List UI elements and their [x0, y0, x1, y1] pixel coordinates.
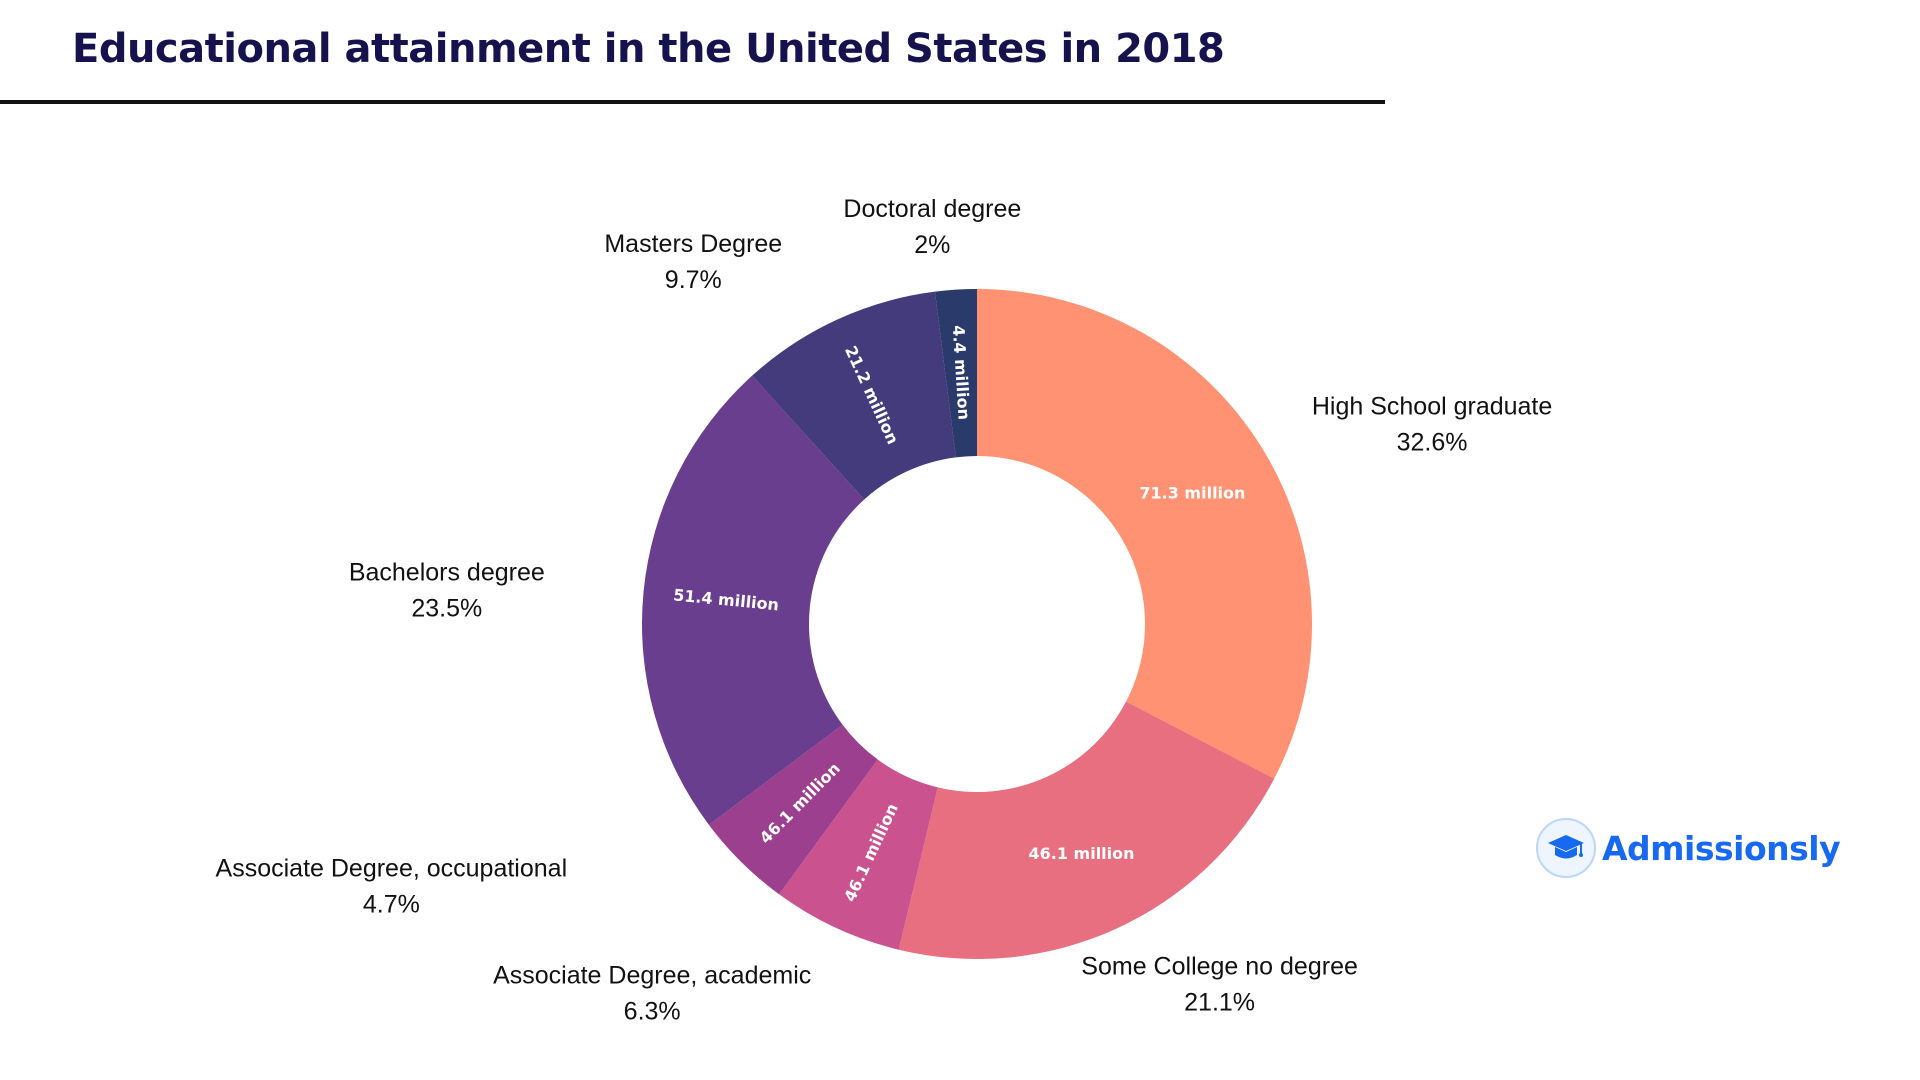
- slice-associate-degree-occupational: [708, 724, 878, 895]
- slice-associate-degree-academic: [779, 759, 938, 950]
- percent-label-high-school-graduate: 32.6%: [1397, 429, 1468, 457]
- slice-bachelors-degree: [642, 375, 865, 825]
- brand-name: Admissionsly: [1602, 828, 1841, 868]
- value-label-high-school-graduate: 71.3 million: [1139, 484, 1245, 503]
- graduation-cap-icon: [1536, 818, 1596, 878]
- category-label-associate-degree-occupational: Associate Degree, occupational: [216, 855, 568, 883]
- slice-doctoral-degree: [934, 289, 977, 458]
- category-label-high-school-graduate: High School graduate: [1312, 393, 1552, 421]
- page-title: Educational attainment in the United Sta…: [72, 26, 1225, 72]
- category-label-associate-degree-academic: Associate Degree, academic: [493, 962, 811, 990]
- category-label-doctoral-degree: Doctoral degree: [843, 195, 1021, 223]
- category-label-bachelors-degree: Bachelors degree: [349, 558, 545, 586]
- brand-logo: Admissionsly: [1536, 818, 1841, 878]
- category-label-some-college-no-degree: Some College no degree: [1081, 953, 1358, 981]
- category-label-masters-degree: Masters Degree: [604, 230, 782, 258]
- percent-label-bachelors-degree: 23.5%: [411, 594, 482, 622]
- slice-high-school-graduate: [977, 289, 1312, 779]
- percent-label-some-college-no-degree: 21.1%: [1184, 989, 1255, 1017]
- title-divider: [0, 100, 1385, 104]
- percent-label-doctoral-degree: 2%: [914, 231, 950, 259]
- percent-label-associate-degree-academic: 6.3%: [624, 998, 681, 1026]
- slice-masters-degree: [752, 291, 956, 500]
- percent-label-associate-degree-occupational: 4.7%: [363, 891, 420, 919]
- value-label-some-college-no-degree: 46.1 million: [1028, 844, 1134, 863]
- percent-label-masters-degree: 9.7%: [665, 266, 722, 294]
- slice-some-college-no-degree: [898, 701, 1275, 960]
